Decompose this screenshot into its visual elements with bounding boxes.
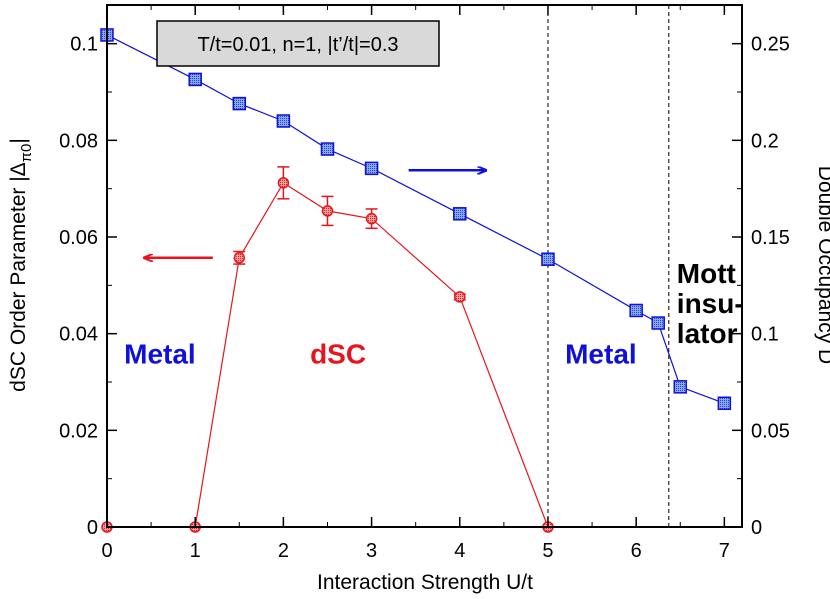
right-y-tick-label: 0 [751,517,762,539]
x-tick-label: 4 [454,540,465,562]
right-y-tick-label: 0.2 [751,130,779,152]
left-y-tick-label: 0.04 [59,324,98,346]
left-y-axis-title-main: dSC Order Parameter |Δ [7,162,30,392]
double-occupancy-point [276,114,291,128]
double-occupancy-point [717,396,732,411]
dsc-point [321,205,334,217]
x-tick-label: 1 [190,540,201,562]
right-y-tick-label: 0.1 [751,324,779,346]
double-occupancy-point [541,252,555,266]
double-occupancy-point [364,161,379,176]
right-y-tick-label: 0.15 [751,227,790,249]
parameter-annotation: T/t=0.01, n=1, |t’/t|=0.3 [197,34,398,56]
region-label-metal-right: Metal [565,339,637,370]
x-axis-title: Interaction Strength U/t [317,571,533,594]
region-label-mott: lator [677,318,738,349]
left-y-tick-label: 0.1 [70,34,98,56]
plot-frame [106,4,743,528]
left-y-axis-title-bar: | [7,138,30,143]
double-occupancy-point [188,72,202,87]
double-occupancy-point [629,303,643,318]
reference-lines [547,5,670,527]
x-tick-label: 7 [719,540,730,562]
series-line-dsc [107,182,549,528]
region-label-dsc: dSC [310,339,366,370]
double-occupancy-point [673,380,688,394]
series-lines [106,34,725,528]
dsc-point [277,177,290,189]
region-label-mott: insu- [677,288,744,319]
x-tick-label: 3 [366,540,377,562]
left-y-axis-title: dSC Order Parameter |Δπ0| [7,138,35,392]
region-label-metal-left: Metal [124,339,196,370]
left-y-axis-title-subscript: π0 [18,144,35,163]
double-occupancy-point [453,207,467,221]
x-tick-label: 2 [278,540,289,562]
left-y-tick-label: 0.06 [59,227,98,249]
double-occupancy-point [232,96,247,111]
dsc-point [454,291,466,303]
right-y-tick-label: 0.05 [751,420,790,442]
axis-indicator-arrows [144,170,486,257]
series-markers [100,28,732,533]
dsc-point [365,212,378,225]
region-label-mott: Mott [677,258,736,289]
x-tick-label: 5 [542,540,553,562]
dsc-point [233,252,246,264]
right-y-tick-label: 0.25 [751,34,790,56]
left-y-tick-label: 0.02 [59,420,98,442]
double-occupancy-point [320,142,335,156]
x-tick-label: 0 [101,540,112,562]
x-tick-label: 6 [631,540,642,562]
series-line-double-occupancy [106,34,725,404]
left-y-tick-label: 0.08 [59,130,98,152]
left-y-tick-label: 0 [87,517,98,539]
right-y-axis-title: Double Occupancy D [814,166,830,364]
double-occupancy-point [651,316,665,330]
parameter-annotation-box: T/t=0.01, n=1, |t’/t|=0.3 [156,20,440,67]
axis-ticks: 0 1 2 3 4 5 6 700.020.040.060.080.100.050.10.15… [59,5,790,562]
